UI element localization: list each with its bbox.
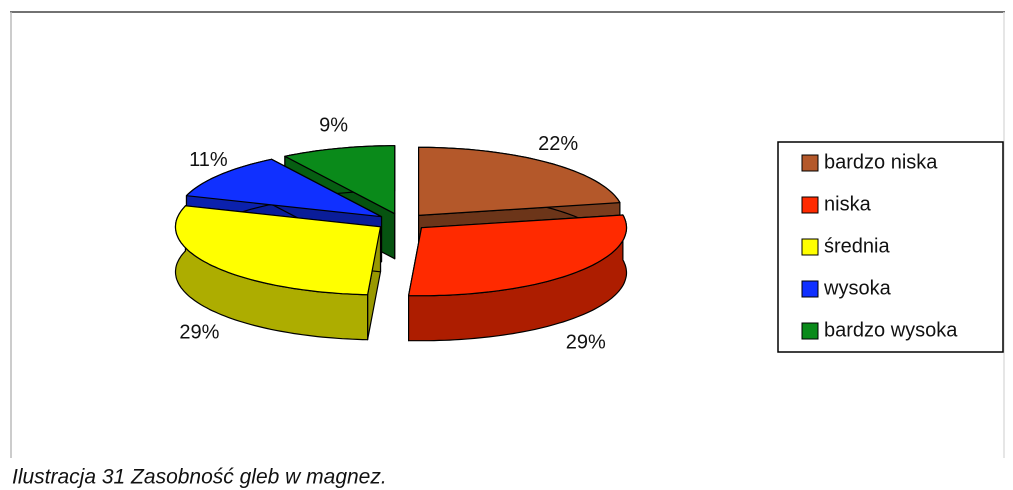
legend-swatch [801, 154, 819, 172]
legend-swatch [801, 280, 819, 298]
legend-swatch [801, 322, 819, 340]
pie [174, 145, 628, 342]
data-label: 29% [179, 321, 219, 343]
slice-top [408, 214, 628, 297]
slice-top [418, 146, 621, 216]
pie-slice [408, 214, 628, 342]
data-label: 29% [566, 331, 606, 353]
slice-top [185, 158, 383, 218]
legend-label: średnia [824, 235, 890, 257]
legend-swatch [801, 238, 819, 256]
slice-top [284, 145, 396, 215]
legend-swatch [801, 196, 819, 214]
pie-slice [174, 205, 382, 341]
slice-top [174, 205, 382, 296]
legend-label: niska [824, 193, 872, 215]
legend-label: bardzo niska [824, 151, 938, 173]
data-label: 22% [538, 133, 578, 155]
data-label: 11% [189, 149, 228, 171]
caption: Ilustracja 31 Zasobność gleb w magnez. [12, 466, 387, 489]
legend-label: bardzo wysoka [824, 319, 958, 341]
legend-label: wysoka [823, 277, 892, 299]
data-label: 9% [319, 114, 348, 136]
